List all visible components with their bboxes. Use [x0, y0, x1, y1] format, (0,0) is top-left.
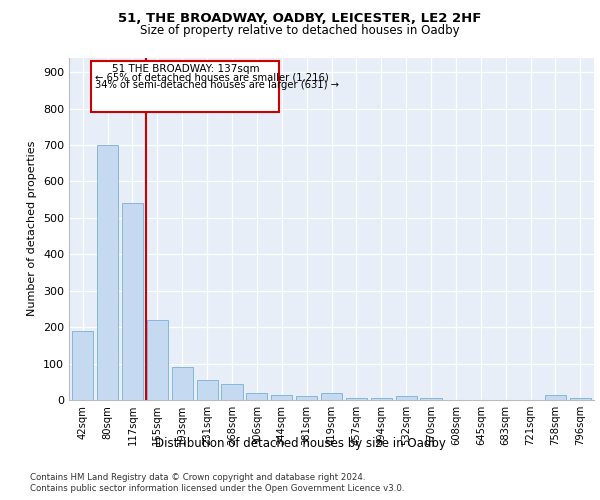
Bar	[545, 394, 566, 400]
Bar	[321, 394, 342, 400]
Bar	[147, 320, 168, 400]
Text: Contains public sector information licensed under the Open Government Licence v3: Contains public sector information licen…	[30, 484, 404, 493]
Text: Size of property relative to detached houses in Oadby: Size of property relative to detached ho…	[140, 24, 460, 37]
Text: 34% of semi-detached houses are larger (631) →: 34% of semi-detached houses are larger (…	[95, 80, 339, 90]
Text: 51, THE BROADWAY, OADBY, LEICESTER, LE2 2HF: 51, THE BROADWAY, OADBY, LEICESTER, LE2 …	[118, 12, 482, 26]
Text: 51 THE BROADWAY: 137sqm: 51 THE BROADWAY: 137sqm	[112, 64, 259, 74]
Bar	[197, 380, 218, 400]
Text: Distribution of detached houses by size in Oadby: Distribution of detached houses by size …	[155, 438, 445, 450]
Text: ← 65% of detached houses are smaller (1,216): ← 65% of detached houses are smaller (1,…	[95, 72, 329, 82]
Text: Contains HM Land Registry data © Crown copyright and database right 2024.: Contains HM Land Registry data © Crown c…	[30, 472, 365, 482]
Bar	[296, 396, 317, 400]
Bar	[172, 367, 193, 400]
Bar	[371, 398, 392, 400]
Y-axis label: Number of detached properties: Number of detached properties	[28, 141, 37, 316]
FancyBboxPatch shape	[91, 61, 279, 112]
Bar	[271, 394, 292, 400]
Bar	[246, 392, 268, 400]
Bar	[346, 398, 367, 400]
Bar	[97, 145, 118, 400]
Bar	[122, 203, 143, 400]
Bar	[72, 331, 93, 400]
Bar	[395, 396, 417, 400]
Bar	[221, 384, 242, 400]
Bar	[421, 398, 442, 400]
Bar	[570, 398, 591, 400]
